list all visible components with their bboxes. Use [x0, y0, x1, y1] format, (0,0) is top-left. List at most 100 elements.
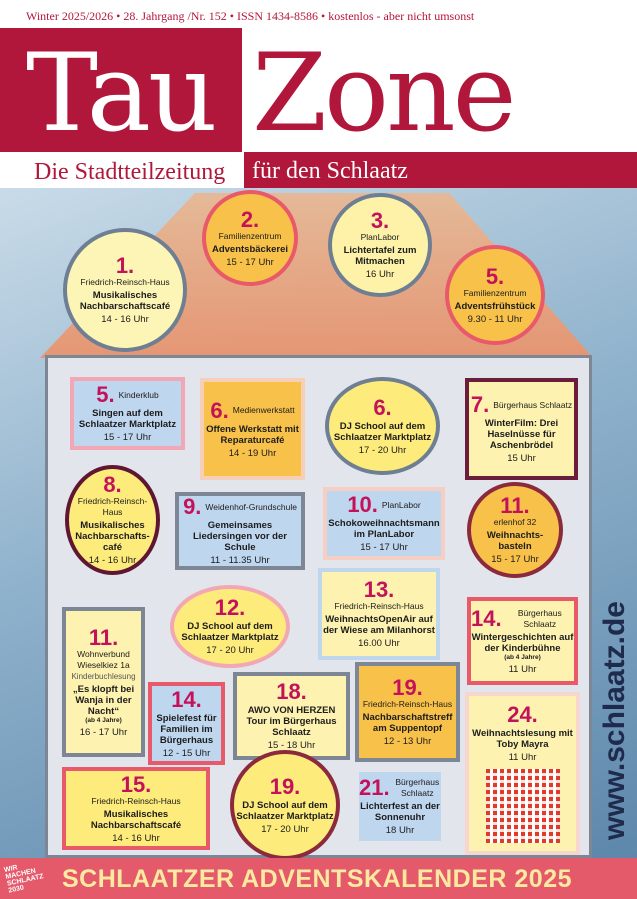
- event-header: 7. Bürgerhaus Schlaatz: [471, 394, 572, 416]
- event-header: 3. PlanLabor: [361, 210, 400, 243]
- event-title: WinterFilm: Drei Haselnüsse für Aschenbr…: [484, 418, 559, 451]
- event-header: 13. Friedrich-Reinsch-Haus: [334, 579, 423, 612]
- event-time: 17 - 20 Uhr: [206, 645, 254, 656]
- event-title: Schokoweihnachtsmann im PlanLabor: [328, 518, 440, 540]
- event-venue: Friedrich-Reinsch-Haus: [334, 601, 424, 611]
- event-venue: PlanLabor: [381, 499, 421, 510]
- event-age-note: (ab 4 Jahre): [85, 716, 122, 724]
- event-venue: PlanLabor: [360, 232, 400, 242]
- calendar-event: 19. Friedrich-Reinsch-Haus Nachbarschaftst…: [355, 662, 460, 762]
- event-time: 16.00 Uhr: [358, 638, 400, 649]
- event-header: 5. Familienzentrum: [463, 263, 527, 299]
- event-header: 6. Medienwerkstatt: [210, 397, 295, 423]
- event-day-number: 14.: [471, 605, 502, 631]
- event-day-number: 8.: [103, 472, 122, 497]
- event-venue: Wohnverbund Wieselkiez 1a: [77, 648, 130, 670]
- event-title: Musikalisches Nachbarschaftscafé: [90, 808, 182, 831]
- event-header: 24.: [507, 704, 538, 726]
- event-venue: Medienwerkstatt: [232, 405, 295, 415]
- masthead-tau: Tau: [26, 31, 218, 156]
- qr-code[interactable]: [485, 769, 560, 843]
- calendar-event: 18. AWO VON HERZEN Tour im Bürgerhaus Sch…: [233, 672, 350, 760]
- calendar-event: 14. Spielefest für Familien im Bürgerhaus…: [148, 682, 225, 765]
- calendar-event: 11. erlenhof 32 Weihnachts-basteln 15 - 17 …: [467, 482, 563, 578]
- event-time: 11 Uhr: [508, 752, 537, 763]
- event-venue: Friedrich-Reinsch-Haus: [80, 277, 170, 287]
- event-time: 14 - 16 Uhr: [88, 555, 137, 566]
- event-header: 15. Friedrich-Reinsch-Haus: [91, 773, 181, 807]
- event-time: 18 Uhr: [385, 825, 415, 836]
- event-title: „Es klopft bei Wanja in der Nacht“: [72, 683, 135, 717]
- masthead-zone: Zone: [252, 31, 517, 156]
- event-day-number: 5.: [485, 263, 505, 289]
- event-time: 12 - 15 Uhr: [162, 747, 211, 759]
- event-header: 12.: [215, 597, 246, 619]
- event-time: 17 - 20 Uhr: [358, 444, 407, 456]
- event-header: 18.: [276, 681, 307, 703]
- event-venue: Bürgerhaus Schlaatz: [517, 607, 562, 629]
- event-title: Offene Werkstatt mit Reparaturcafé: [206, 423, 299, 446]
- event-header: 19.: [269, 773, 301, 799]
- event-day-number: 6.: [373, 394, 392, 420]
- event-header: 11. erlenhof 32: [494, 495, 537, 528]
- event-title: Nachbarschaftstreff am Suppentopf: [362, 712, 453, 734]
- event-title: Weihnachtslesung mit Toby Mayra: [472, 728, 573, 750]
- calendar-event: 10. PlanLabor Schokoweihnachtsmann im Plan…: [323, 487, 445, 560]
- event-day-number: 2.: [240, 206, 260, 232]
- event-header: 11. Wohnverbund Wieselkiez 1a: [66, 626, 141, 671]
- event-day-number: 1.: [115, 253, 135, 278]
- event-header: 6.: [373, 394, 392, 420]
- event-time: 14 - 16 Uhr: [112, 832, 160, 844]
- event-day-number: 6.: [210, 397, 229, 423]
- event-title: DJ School auf dem Schlaatzer Marktplatz: [333, 420, 432, 443]
- event-header: 19. Friedrich-Reinsch-Haus: [363, 677, 452, 710]
- footer-band: WIR MACHEN SCHLAATZ 2030 SCHLAATZER ADVENTS…: [0, 858, 637, 899]
- event-title: Musikalisches Nachbarschafts-café: [75, 520, 150, 553]
- event-title: AWO VON HERZEN Tour im Bürgerhaus Schlaa…: [246, 705, 337, 738]
- event-time: 15 - 17 Uhr: [491, 554, 539, 565]
- calendar-event: 24. Weihnachtslesung mit Toby Mayra 11 Uhr: [465, 692, 580, 855]
- issue-info: Winter 2025/2026 • 28. Jahrgang /Nr. 152…: [26, 9, 475, 23]
- calendar-event: 9. Weidenhof-Grundschule Gemeinsames Liede…: [175, 492, 305, 570]
- event-time: 15 - 17 Uhr: [360, 542, 408, 553]
- event-title: DJ School auf dem Schlaatzer Marktplatz: [236, 799, 334, 822]
- event-header: 2. Familienzentrum: [219, 206, 282, 242]
- event-day-number: 12.: [214, 595, 246, 620]
- event-venue: Familienzentrum: [463, 287, 527, 298]
- calendar-event: 12. DJ School auf dem Schlaatzer Marktpla…: [170, 585, 290, 668]
- event-time: 16 - 17 Uhr: [79, 726, 128, 738]
- calendar-event: 1. Friedrich-Reinsch-Haus Musikalisches Na…: [63, 228, 187, 352]
- event-time: 17 - 20 Uhr: [261, 823, 309, 835]
- event-day-number: 24.: [507, 702, 538, 727]
- event-title: Lichtertafel zum Mitmachen: [343, 245, 417, 267]
- subtitle-right: für den Schlaatz: [252, 158, 408, 184]
- website-url[interactable]: www.schlaatz.de: [598, 601, 631, 840]
- event-header: 5. Kinderklub: [96, 384, 159, 406]
- footer-title: SCHLAATZER ADVENTSKALENDER 2025: [62, 865, 573, 893]
- event-day-number: 19.: [269, 773, 301, 799]
- event-day-number: 14.: [171, 686, 202, 712]
- event-day-number: 18.: [276, 679, 307, 704]
- calendar-event: 5. Kinderklub Singen auf dem Schlaatzer Ma…: [70, 377, 185, 450]
- event-venue: Friedrich-Reinsch-Haus: [91, 795, 181, 806]
- event-venue: Weidenhof-Grundschule: [205, 501, 297, 512]
- subtitle-band: für den Schlaatz: [244, 152, 637, 188]
- event-venue: Friedrich-Reinsch-Haus: [362, 699, 453, 709]
- event-title: DJ School auf dem Schlaatzer Marktplatz: [181, 621, 279, 643]
- event-header: 14. Bürgerhaus Schlaatz: [471, 605, 574, 631]
- event-time: 16 Uhr: [365, 269, 395, 280]
- calendar-event: 6. Medienwerkstatt Offene Werkstatt mit Re…: [200, 378, 305, 480]
- event-day-number: 13.: [363, 577, 395, 602]
- calendar-event: 14. Bürgerhaus Schlaatz Wintergeschichten …: [467, 597, 578, 685]
- event-venue: Bürgerhaus Schlaatz: [395, 777, 440, 798]
- event-title: Weihnachts-basteln: [486, 530, 544, 552]
- event-day-number: 11.: [500, 493, 530, 518]
- event-day-number: 5.: [96, 382, 115, 407]
- event-venue: erlenhof 32: [493, 517, 537, 527]
- event-day-number: 10.: [347, 492, 378, 517]
- calendar-event: 2. Familienzentrum Adventsbäckerei 15 - 17 …: [202, 190, 298, 286]
- event-title: Singen auf dem Schlaatzer Marktplatz: [78, 408, 177, 430]
- event-day-number: 7.: [470, 392, 490, 417]
- event-header: 9. Weidenhof-Grundschule: [183, 496, 297, 518]
- event-title: Musikalisches Nachbarschaftscafé: [79, 290, 171, 312]
